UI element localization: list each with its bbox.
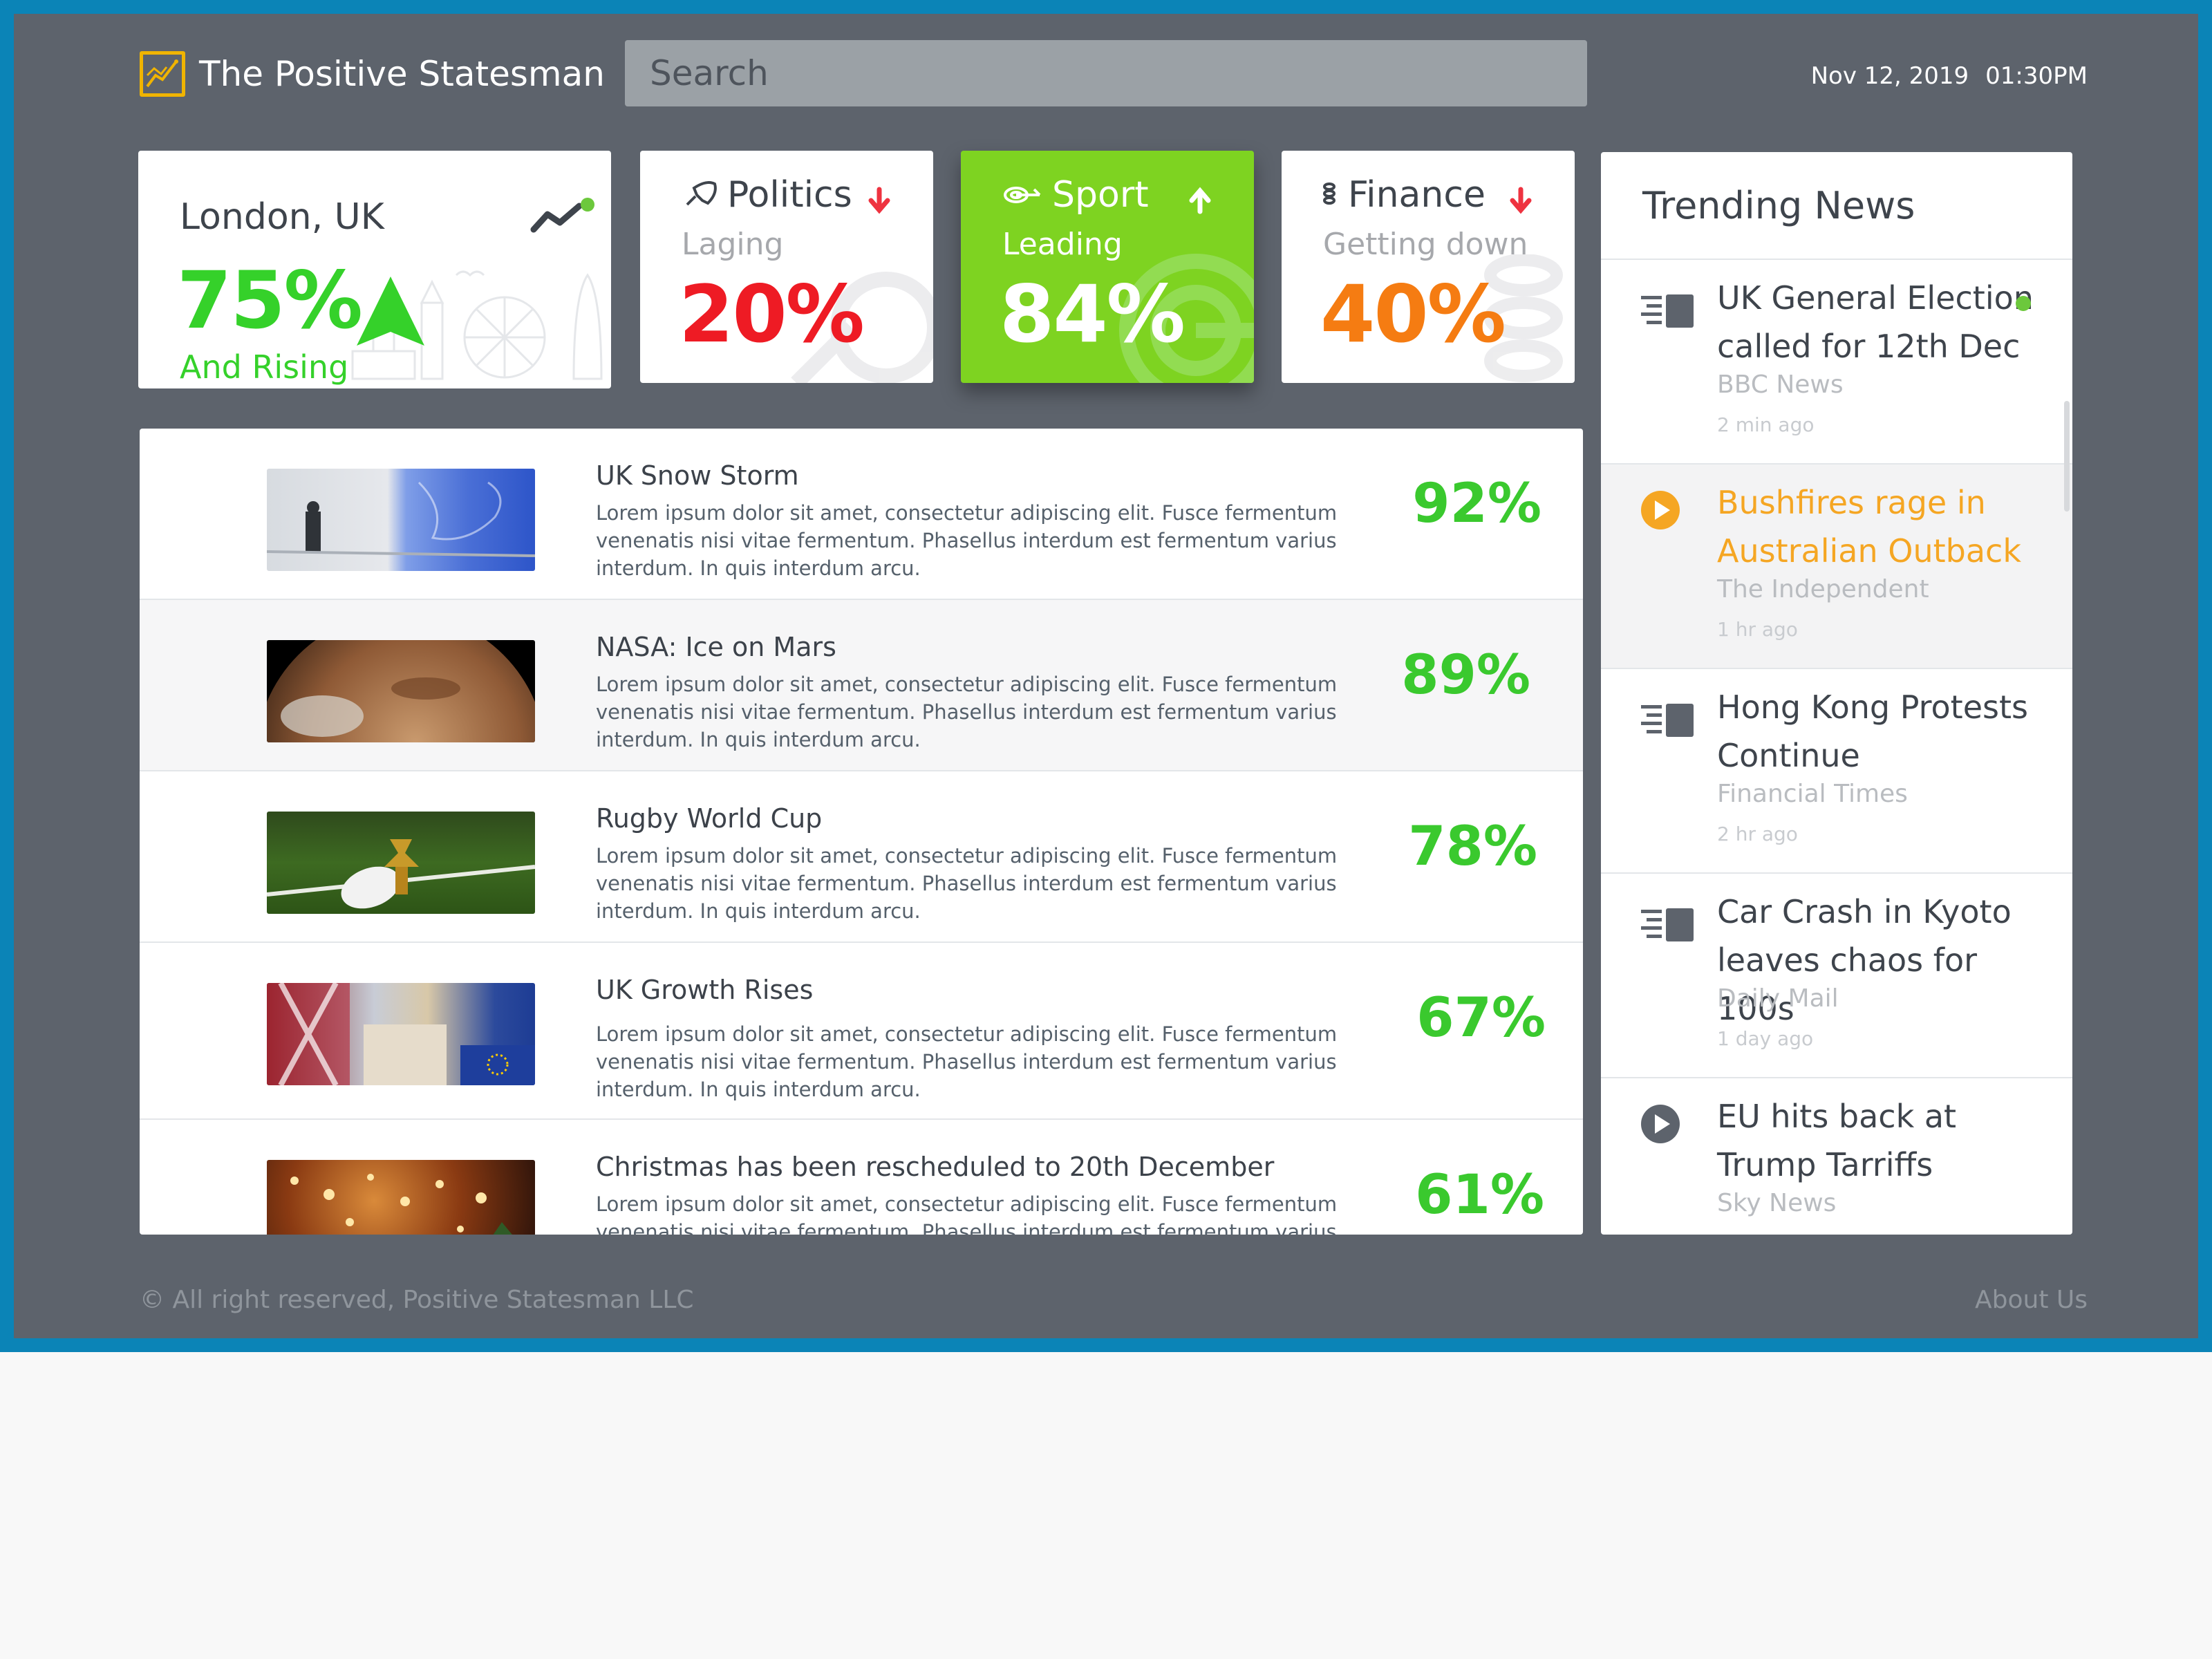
trending-scrollbar[interactable] — [2064, 401, 2070, 512]
christmas-image — [267, 1160, 535, 1235]
trending-item-source: BBC News — [1717, 371, 1844, 399]
trending-item-source: The Independent — [1717, 575, 1929, 603]
news-row[interactable]: NASA: Ice on Mars Lorem ipsum dolor sit … — [140, 600, 1583, 771]
trending-item-time: 2 min ago — [1717, 413, 1815, 436]
finance-subtitle: Getting down — [1323, 227, 1528, 262]
uk-growth-image — [267, 983, 535, 1085]
activity-line-icon — [530, 198, 594, 233]
chart-logo-icon — [140, 51, 185, 97]
trending-item-time: 2 hr ago — [1717, 823, 1798, 845]
location-value: 75% — [177, 254, 363, 346]
news-score: 92% — [1412, 473, 1541, 535]
politics-value: 20% — [679, 268, 865, 360]
play-icon — [1641, 1105, 1680, 1143]
news-score: 61% — [1415, 1164, 1544, 1226]
time-text: 01:30PM — [1985, 62, 2088, 90]
app-title: The Positive Statesman — [199, 54, 605, 94]
trending-title: Trending News — [1601, 152, 2072, 260]
coins-icon — [1323, 182, 1335, 205]
logo[interactable]: The Positive Statesman — [140, 43, 605, 105]
news-body: Lorem ipsum dolor sit amet, consectetur … — [596, 1192, 1338, 1235]
news-score: 89% — [1401, 644, 1530, 706]
finance-card[interactable]: Finance Getting down 40% — [1282, 151, 1575, 383]
app: The Positive Statesman Nov 12, 2019 01:30… — [14, 14, 2198, 1338]
news-row[interactable]: Rugby World Cup Lorem ipsum dolor sit am… — [140, 771, 1583, 943]
news-list: UK Snow Storm Lorem ipsum dolor sit amet… — [140, 429, 1583, 1235]
sport-card[interactable]: Sport Leading 84% — [961, 151, 1254, 383]
location-subtitle: And Rising — [180, 348, 349, 386]
trending-item[interactable]: Bushfires rage in Australian Outback The… — [1601, 465, 2072, 669]
trending-item[interactable]: UK General Election called for 12th Dec … — [1601, 260, 2072, 465]
trending-item-source: Daily Mail — [1717, 984, 1839, 1013]
finance-label: Finance — [1348, 174, 1485, 216]
finance-title: Finance — [1320, 174, 1485, 216]
trending-panel: Trending News UK General Election called… — [1601, 152, 2072, 1235]
sport-subtitle: Leading — [1002, 227, 1123, 262]
trending-item-time: 1 hr ago — [1717, 618, 1798, 641]
coins-watermark-icon — [1484, 254, 1563, 382]
trending-item-title: Bushfires rage in Australian Outback — [1717, 484, 2021, 570]
news-body: Lorem ipsum dolor sit amet, consectetur … — [596, 844, 1338, 923]
news-row[interactable]: UK Snow Storm Lorem ipsum dolor sit amet… — [140, 429, 1583, 600]
trending-item[interactable]: Hong Kong Protests Continue Financial Ti… — [1601, 669, 2072, 874]
sport-title: Sport — [1002, 174, 1149, 216]
politics-card[interactable]: Politics Laging 20% — [640, 151, 933, 383]
trending-item-title: EU hits back at Trump Tarriffs — [1717, 1098, 1957, 1183]
copyright-text: © All right reserved, Positive Statesman… — [140, 1286, 694, 1314]
article-icon — [1641, 704, 1694, 737]
date-text: Nov 12, 2019 — [1810, 62, 1969, 90]
rocket-icon — [686, 181, 717, 206]
trending-item[interactable]: EU hits back at Trump Tarriffs Sky News — [1601, 1078, 2072, 1235]
news-body: Lorem ipsum dolor sit amet, consectetur … — [596, 673, 1338, 751]
arrow-down-icon — [868, 187, 890, 214]
window-frame: The Positive Statesman Nov 12, 2019 01:30… — [0, 0, 2212, 1352]
arrow-down-icon — [1510, 187, 1532, 214]
sport-label: Sport — [1052, 174, 1149, 216]
politics-subtitle: Laging — [682, 227, 784, 262]
target-icon — [1004, 187, 1041, 203]
politics-title: Politics — [682, 174, 852, 216]
news-title[interactable]: UK Snow Storm — [596, 460, 799, 491]
trending-item-title: UK General Election called for 12th Dec — [1717, 279, 2034, 365]
finance-value: 40% — [1320, 268, 1506, 360]
trend-up-icon — [357, 276, 424, 346]
trending-item-source: Financial Times — [1717, 780, 1908, 808]
mars-image — [267, 640, 535, 742]
news-body: Lorem ipsum dolor sit amet, consectetur … — [596, 1022, 1338, 1101]
news-score: 67% — [1416, 987, 1546, 1049]
politics-label: Politics — [727, 174, 852, 216]
new-indicator — [2016, 296, 2031, 311]
arrow-up-icon — [1189, 187, 1211, 214]
news-row[interactable]: Christmas has been rescheduled to 20th D… — [140, 1120, 1583, 1235]
news-score: 78% — [1408, 816, 1537, 878]
news-title[interactable]: UK Growth Rises — [596, 975, 814, 1005]
article-icon — [1641, 294, 1694, 328]
trending-item-source: Sky News — [1717, 1189, 1837, 1217]
news-body: Lorem ipsum dolor sit amet, consectetur … — [596, 501, 1338, 580]
rugby-image — [267, 812, 535, 914]
location-title: London, UK — [180, 196, 384, 238]
play-icon — [1641, 491, 1680, 529]
search-input[interactable] — [625, 40, 1587, 106]
location-card[interactable]: London, UK 75% And Rising — [138, 151, 611, 388]
trending-item-title: Hong Kong Protests Continue — [1717, 688, 2028, 774]
about-us-link[interactable]: About Us — [1975, 1286, 2088, 1314]
trending-item-title: Car Crash in Kyoto leaves chaos for 100s — [1717, 893, 2012, 1027]
snow-storm-image — [267, 469, 535, 571]
news-title[interactable]: Rugby World Cup — [596, 803, 823, 834]
target-watermark-icon — [1119, 254, 1254, 383]
news-title[interactable]: NASA: Ice on Mars — [596, 632, 836, 662]
trending-item[interactable]: Car Crash in Kyoto leaves chaos for 100s… — [1601, 874, 2072, 1078]
news-row[interactable]: UK Growth Rises Lorem ipsum dolor sit am… — [140, 943, 1583, 1120]
news-title[interactable]: Christmas has been rescheduled to 20th D… — [596, 1152, 1275, 1182]
rocket-watermark-icon — [791, 272, 933, 383]
trending-item-time: 1 day ago — [1717, 1027, 1814, 1050]
sport-value: 84% — [1000, 268, 1185, 360]
article-icon — [1641, 908, 1694, 941]
date-time: Nov 12, 2019 01:30PM — [1783, 62, 2088, 90]
